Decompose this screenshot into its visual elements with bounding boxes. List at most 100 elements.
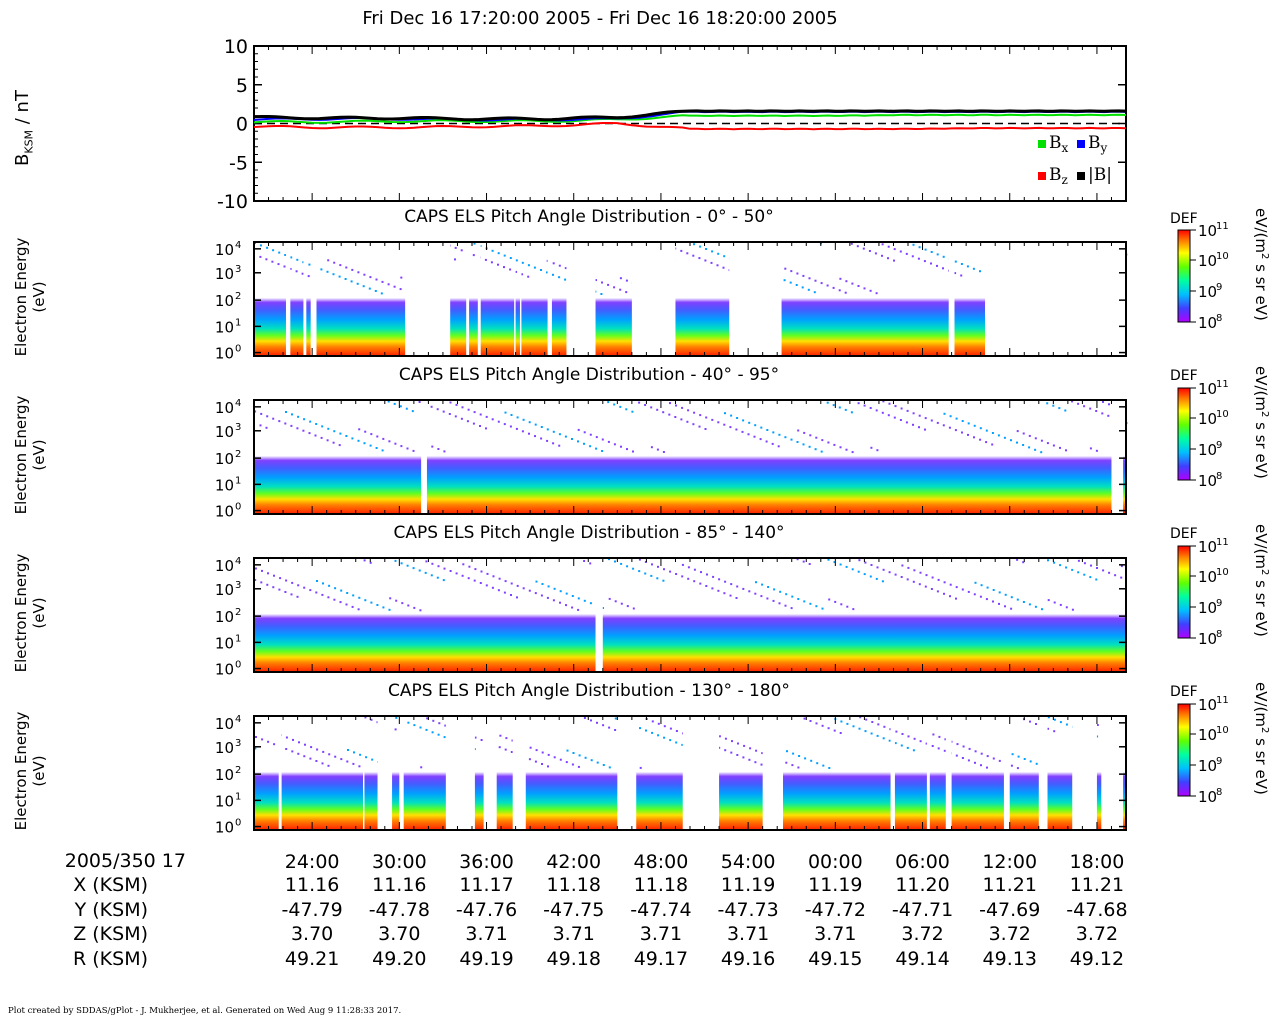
noise-speck [803, 600, 806, 603]
noise-speck [558, 276, 561, 279]
noise-speck [888, 402, 891, 405]
noise-speck [620, 602, 623, 605]
noise-speck [291, 413, 293, 416]
ephemeris-cell: 11.18 [546, 874, 601, 896]
noise-speck [1022, 432, 1025, 435]
noise-speck [822, 764, 825, 767]
noise-speck [382, 606, 385, 609]
noise-speck [1059, 721, 1062, 724]
noise-speck [1041, 608, 1043, 611]
noise-speck [346, 592, 349, 594]
noise-speck [675, 730, 678, 732]
noise-speck [559, 758, 562, 761]
data-gap [985, 242, 1126, 356]
noise-speck [528, 758, 531, 761]
noise-speck [583, 431, 586, 434]
noise-speck [522, 418, 525, 421]
noise-speck [918, 583, 921, 586]
noise-speck [1064, 409, 1067, 412]
noise-speck [278, 420, 281, 423]
noise-speck [808, 277, 811, 280]
noise-speck [1077, 402, 1080, 405]
colorbar-tick-label: 10 [1198, 726, 1217, 744]
noise-speck [504, 411, 507, 414]
noise-speck [411, 410, 414, 413]
noise-speck [803, 431, 806, 434]
noise-speck [290, 256, 293, 259]
noise-speck [1065, 723, 1068, 726]
noise-speck [717, 421, 720, 424]
noise-speck [881, 243, 884, 246]
data-gap [762, 716, 784, 830]
noise-speck [309, 589, 312, 592]
noise-speck [401, 602, 404, 605]
noise-speck [650, 574, 653, 577]
noise-speck [949, 595, 951, 598]
noise-speck [368, 287, 371, 290]
colorbar-label-0: DEF [1170, 211, 1198, 227]
noise-speck [516, 416, 519, 419]
noise-speck [327, 259, 330, 262]
data-gap [405, 242, 451, 356]
noise-speck [893, 416, 896, 419]
noise-speck [564, 267, 567, 270]
noise-speck [425, 560, 428, 563]
noise-speck [840, 603, 843, 606]
noise-speck [303, 586, 306, 589]
noise-speck [1023, 758, 1026, 760]
noise-speck [895, 730, 898, 733]
colorbar-label-3: DEF [1170, 684, 1198, 700]
energy-tick-exponent: 0 [235, 502, 241, 513]
noise-speck [936, 590, 939, 593]
noise-speck [974, 750, 977, 753]
noise-speck [954, 272, 957, 275]
noise-speck [608, 558, 610, 561]
noise-speck [614, 717, 617, 720]
noise-speck [875, 577, 878, 580]
noise-speck [809, 720, 812, 722]
noise-speck [943, 581, 946, 584]
noise-speck [716, 264, 719, 267]
noise-speck [608, 766, 611, 769]
noise-speck [845, 448, 848, 451]
noise-speck [1101, 412, 1104, 415]
noise-speck [334, 755, 337, 758]
data-gap [310, 242, 317, 356]
noise-speck [943, 592, 945, 595]
noise-speck [753, 435, 756, 438]
noise-speck [723, 423, 726, 426]
noise-speck [877, 723, 880, 726]
noise-speck [790, 438, 793, 441]
ephemeris-cell: -47.73 [717, 899, 779, 921]
energy-tick-exponent: 1 [235, 791, 241, 802]
colorbar-tick-label: 10 [1198, 380, 1217, 398]
spec-ylabel-1: Electron Energy (eV) [12, 395, 48, 515]
noise-speck [711, 250, 714, 253]
noise-speck [529, 746, 532, 749]
noise-speck [552, 430, 555, 433]
colorbar-tick-exponent: 9 [1216, 598, 1222, 609]
noise-speck [905, 252, 908, 255]
colorbar-tick-label: 10 [1198, 599, 1217, 617]
noise-speck [412, 567, 415, 570]
noise-speck [931, 745, 934, 747]
panel-title-2: CAPS ELS Pitch Angle Distribution - 85° … [393, 523, 785, 543]
ephemeris-cell: -47.78 [368, 899, 430, 921]
noise-speck [961, 588, 964, 591]
noise-speck [326, 439, 329, 442]
noise-speck [1114, 574, 1117, 577]
noise-speck [1052, 404, 1055, 407]
noise-speck [663, 725, 666, 728]
noise-speck [949, 583, 952, 586]
energy-tick-label: 10 [215, 608, 234, 626]
noise-speck [869, 289, 872, 292]
data-gap [631, 242, 676, 356]
ephemeris-cell: 3.72 [1075, 923, 1119, 945]
noise-speck [675, 573, 678, 575]
noise-speck [425, 728, 428, 731]
noise-speck [314, 434, 317, 437]
noise-speck [625, 291, 628, 294]
noise-speck [583, 560, 586, 562]
